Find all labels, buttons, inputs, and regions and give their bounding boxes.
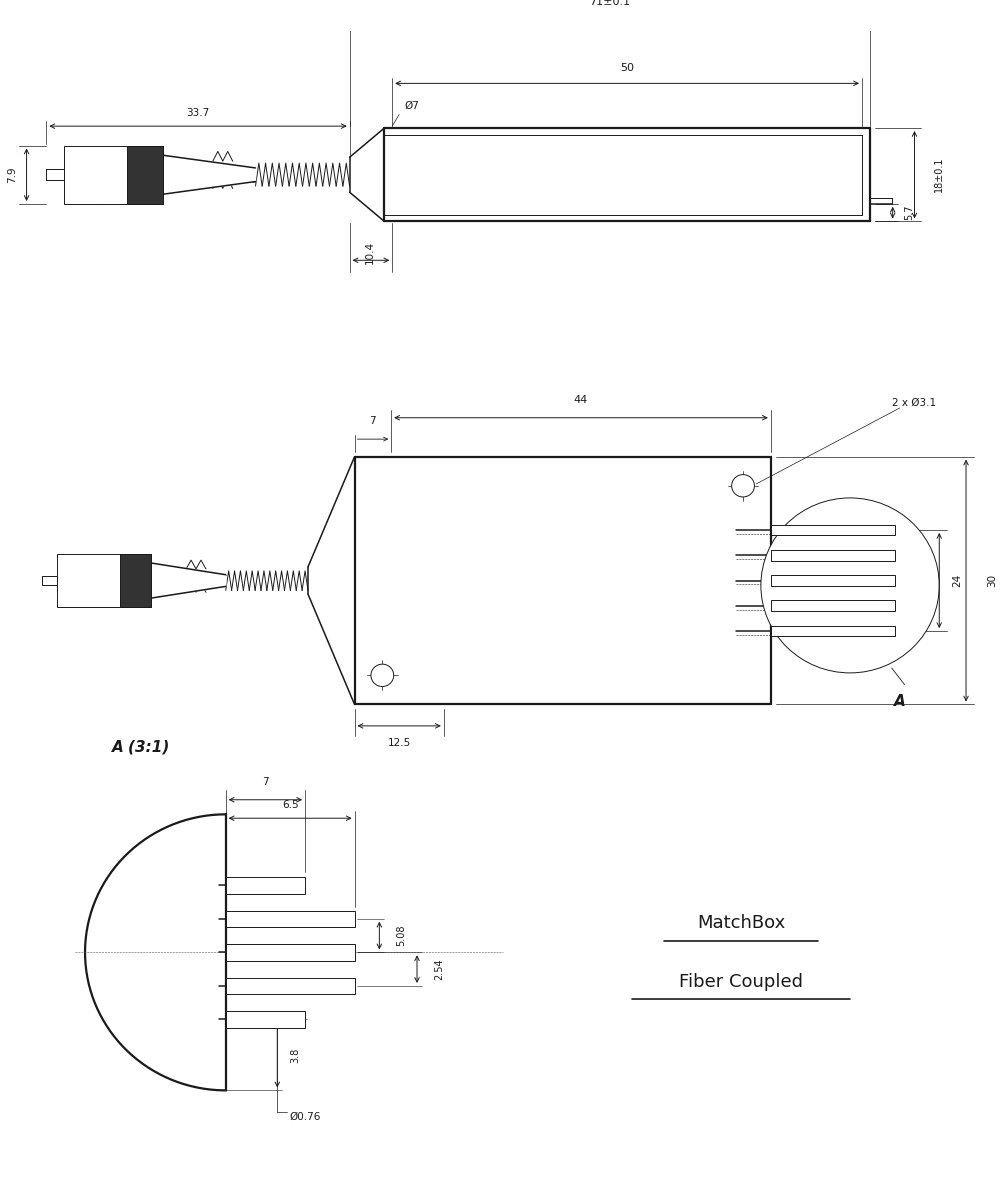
Bar [64,146,163,203]
Text: 5.08: 5.08 [396,925,406,947]
Polygon shape [151,563,226,598]
Text: Ø7: Ø7 [404,101,419,111]
Text: 50: 50 [620,63,634,73]
Text: MatchBox: MatchBox [697,914,785,932]
Bar [127,146,163,203]
Text: 33.7: 33.7 [186,108,210,119]
Bar [226,944,355,961]
Text: 24: 24 [952,574,962,587]
Text: A: A [894,694,906,710]
Text: 12.5: 12.5 [388,739,411,748]
Bar [226,978,355,994]
Text: 3.8: 3.8 [290,1048,300,1062]
Circle shape [732,475,754,497]
Text: 71±0.1: 71±0.1 [589,0,630,7]
Circle shape [371,664,394,687]
Bar [120,555,151,606]
Bar [771,550,895,561]
Bar [226,1012,305,1027]
Polygon shape [163,155,255,194]
Bar [57,555,151,606]
Bar [771,525,895,535]
Text: 7: 7 [370,415,376,426]
Text: Fiber Coupled: Fiber Coupled [679,972,803,990]
Text: 44: 44 [574,396,588,405]
Text: Ø0.76: Ø0.76 [289,1112,321,1121]
Bar [226,911,355,928]
Text: 7.9: 7.9 [7,166,17,183]
Text: 5.7: 5.7 [905,205,915,220]
Bar [226,877,305,894]
Text: 2.54: 2.54 [434,959,444,980]
Text: 6.5: 6.5 [282,800,298,810]
Bar [771,575,895,586]
Text: 7: 7 [262,777,269,787]
Text: 18±0.1: 18±0.1 [934,156,944,192]
Text: 30: 30 [987,574,997,587]
Text: 2 x Ø3.1: 2 x Ø3.1 [892,398,937,408]
Bar [771,626,895,636]
Bar [771,600,895,611]
Text: A (3:1): A (3:1) [112,739,171,754]
Text: 10.4: 10.4 [364,241,374,265]
Circle shape [761,498,939,672]
